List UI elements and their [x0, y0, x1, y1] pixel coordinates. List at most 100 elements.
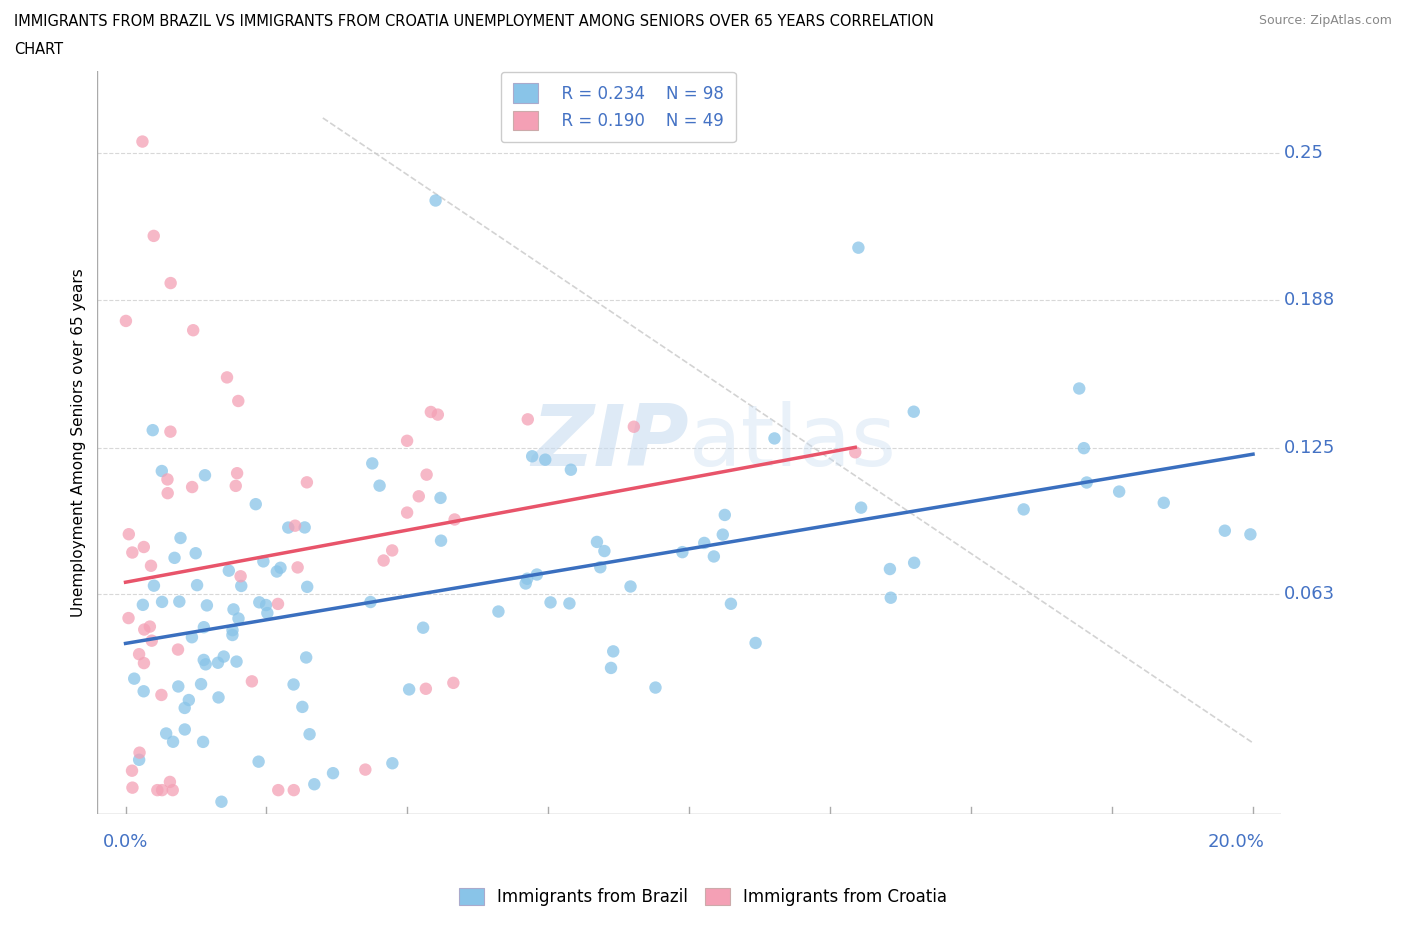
Point: [903, 405, 925, 419]
Point: [291, 699, 314, 714]
Point: [602, 644, 624, 658]
Point: [522, 449, 544, 464]
Point: [558, 596, 581, 611]
Point: [430, 533, 453, 548]
Point: [132, 539, 155, 554]
Point: [267, 783, 290, 798]
Point: [295, 650, 318, 665]
Point: [593, 544, 616, 559]
Point: [128, 646, 150, 661]
Point: [142, 423, 165, 438]
Point: [121, 545, 143, 560]
Point: [720, 596, 742, 611]
Point: [295, 475, 318, 490]
Point: [1073, 441, 1095, 456]
Text: CHART: CHART: [14, 42, 63, 57]
Text: 0.125: 0.125: [1284, 439, 1334, 458]
Point: [443, 512, 465, 527]
Point: [139, 558, 162, 573]
Point: [711, 527, 734, 542]
Point: [398, 682, 420, 697]
Point: [360, 594, 382, 609]
Point: [1239, 527, 1261, 542]
Point: [221, 623, 243, 638]
Point: [266, 565, 288, 579]
Point: [162, 735, 184, 750]
Point: [304, 777, 326, 791]
Point: [212, 649, 235, 664]
Point: [294, 520, 316, 535]
Point: [142, 578, 165, 593]
Point: [412, 620, 434, 635]
Point: [173, 700, 195, 715]
Point: [714, 508, 737, 523]
Point: [516, 412, 538, 427]
Point: [117, 611, 139, 626]
Point: [226, 393, 249, 408]
Point: [295, 579, 318, 594]
Point: [849, 500, 872, 515]
Text: 0.063: 0.063: [1284, 585, 1334, 604]
Point: [254, 598, 277, 613]
Point: [128, 752, 150, 767]
Point: [381, 756, 404, 771]
Point: [515, 576, 537, 591]
Point: [156, 485, 179, 500]
Legend:   R = 0.234    N = 98,   R = 0.190    N = 49: R = 0.234 N = 98, R = 0.190 N = 49: [501, 72, 735, 142]
Point: [441, 675, 464, 690]
Point: [879, 562, 901, 577]
Point: [150, 594, 173, 609]
Point: [155, 726, 177, 741]
Point: [426, 407, 449, 422]
Point: [396, 505, 419, 520]
Point: [221, 628, 243, 643]
Point: [131, 134, 153, 149]
Text: 0.25: 0.25: [1284, 144, 1323, 163]
Point: [283, 783, 305, 798]
Point: [207, 690, 229, 705]
Point: [586, 535, 609, 550]
Legend: Immigrants from Brazil, Immigrants from Croatia: Immigrants from Brazil, Immigrants from …: [453, 881, 953, 912]
Point: [167, 642, 190, 657]
Text: atlas: atlas: [689, 401, 897, 484]
Point: [1012, 502, 1035, 517]
Point: [267, 596, 290, 611]
Point: [245, 497, 267, 512]
Point: [218, 564, 240, 578]
Point: [368, 478, 391, 493]
Point: [177, 693, 200, 708]
Point: [623, 419, 645, 434]
Text: 20.0%: 20.0%: [1208, 832, 1264, 851]
Point: [415, 682, 437, 697]
Point: [231, 578, 253, 593]
Point: [283, 677, 305, 692]
Point: [132, 684, 155, 698]
Point: [169, 530, 191, 545]
Point: [156, 472, 179, 487]
Text: 0.188: 0.188: [1284, 290, 1334, 309]
Point: [419, 405, 441, 419]
Point: [361, 456, 384, 471]
Point: [184, 546, 207, 561]
Point: [488, 604, 510, 619]
Point: [429, 490, 451, 505]
Point: [373, 553, 395, 568]
Point: [142, 229, 165, 244]
Point: [186, 578, 208, 592]
Point: [215, 370, 238, 385]
Point: [516, 571, 538, 586]
Point: [322, 765, 344, 780]
Point: [193, 619, 215, 634]
Point: [252, 554, 274, 569]
Point: [277, 520, 299, 535]
Point: [703, 549, 725, 564]
Point: [194, 468, 217, 483]
Point: [763, 431, 786, 445]
Point: [128, 745, 150, 760]
Point: [226, 466, 249, 481]
Point: [354, 763, 377, 777]
Point: [173, 722, 195, 737]
Point: [526, 567, 548, 582]
Point: [141, 633, 163, 648]
Point: [159, 775, 181, 790]
